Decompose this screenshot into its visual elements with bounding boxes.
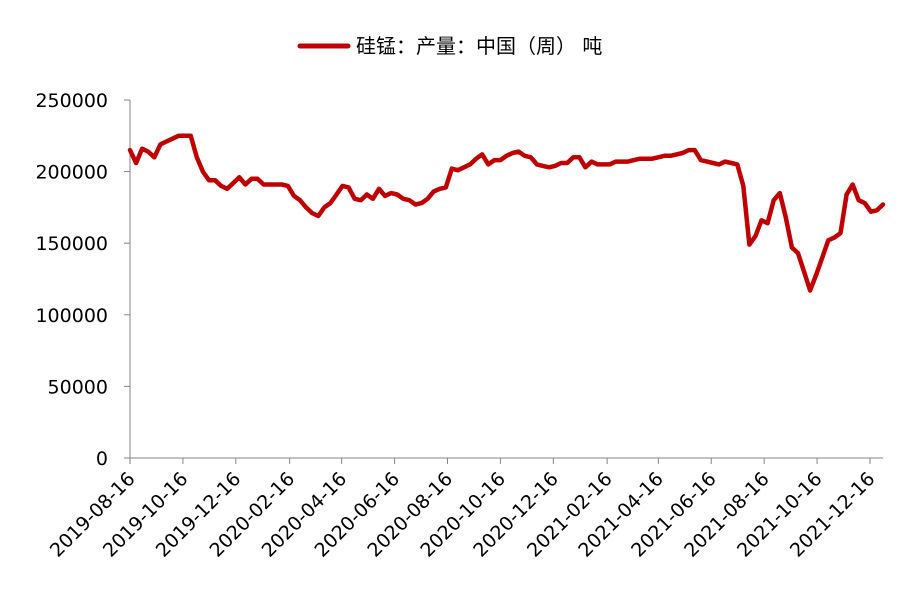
y-tick-label: 200000 xyxy=(35,162,108,184)
series-line xyxy=(127,133,886,293)
y-tick-label: 150000 xyxy=(35,233,108,255)
y-tick-label: 0 xyxy=(96,448,108,470)
series-group xyxy=(127,133,886,293)
legend: 硅锰：产量：中国（周） 吨 xyxy=(297,34,602,58)
y-axis: 0 50000 100000 150000 200000 250000 xyxy=(35,90,131,470)
x-axis: 2019-08-162019-10-162019-12-162020-02-16… xyxy=(46,457,883,562)
y-tick-label: 100000 xyxy=(35,305,108,327)
y-tick-label: 250000 xyxy=(35,90,108,112)
y-tick-label: 50000 xyxy=(48,376,108,398)
legend-label: 硅锰：产量：中国（周） 吨 xyxy=(356,34,602,58)
